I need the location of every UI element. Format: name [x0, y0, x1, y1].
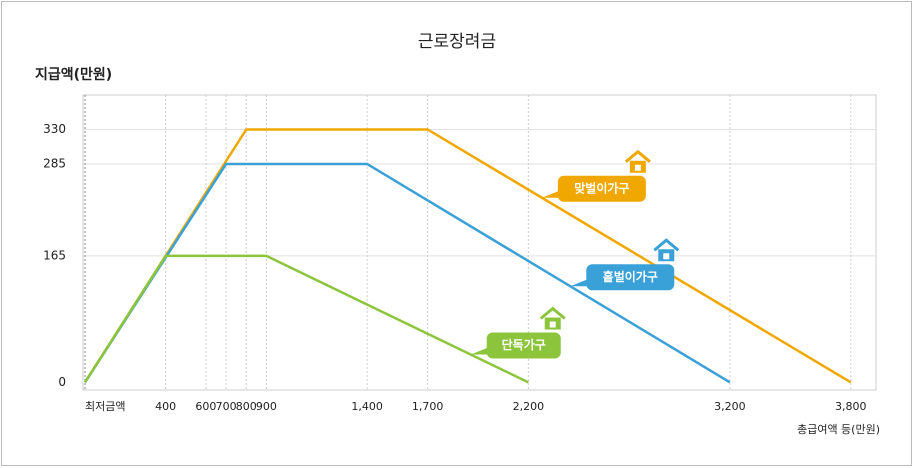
x-tick-label: 최저금액: [85, 400, 125, 413]
x-tick-label: 600: [195, 400, 216, 413]
x-axis-title: 총급여액 등(만원): [797, 423, 880, 436]
x-tick-label: 900: [256, 400, 277, 413]
series-line: [83, 254, 529, 384]
x-tick-label: 400: [155, 400, 176, 413]
legend-bubble: [586, 264, 675, 291]
legend-pointer: [470, 346, 491, 355]
legend-label: 맞벌이가구: [574, 180, 629, 195]
legend-label: 단독가구: [502, 337, 546, 352]
legend-entry: 맞벌이가구: [541, 149, 651, 202]
x-tick-label: 800: [236, 400, 257, 413]
legend-label: 홑벌이가구: [603, 269, 658, 284]
y-tick-label: 285: [43, 156, 66, 170]
legend-bubble: [557, 175, 646, 202]
legend-bubble: [486, 332, 561, 359]
plot-area: [82, 94, 877, 391]
legend-entry: 단독가구: [470, 306, 566, 359]
house-door: [634, 164, 641, 171]
house-roof: [539, 306, 566, 320]
y-tick-label: 0: [58, 375, 66, 389]
x-tick-label: 3,800: [835, 400, 867, 413]
house-roof: [624, 149, 651, 163]
y-axis-title: 지급액(만원): [35, 66, 112, 83]
x-tick-label: 1,700: [412, 400, 444, 413]
legend-entry: 홑벌이가구: [570, 238, 680, 291]
house-door: [549, 321, 556, 328]
y-tick-label: 165: [43, 248, 66, 262]
house-door: [663, 253, 670, 260]
legend-pointer: [541, 189, 562, 198]
x-tick-label: 2,200: [513, 400, 545, 413]
legend-pointer: [570, 278, 591, 287]
x-tick-label: 1,400: [351, 400, 383, 413]
y-tick-label: 330: [43, 122, 66, 136]
house-roof: [653, 238, 680, 252]
x-tick-label: 700: [216, 400, 237, 413]
chart-title: 근로장려금: [418, 32, 496, 52]
x-tick-label: 3,200: [714, 400, 746, 413]
